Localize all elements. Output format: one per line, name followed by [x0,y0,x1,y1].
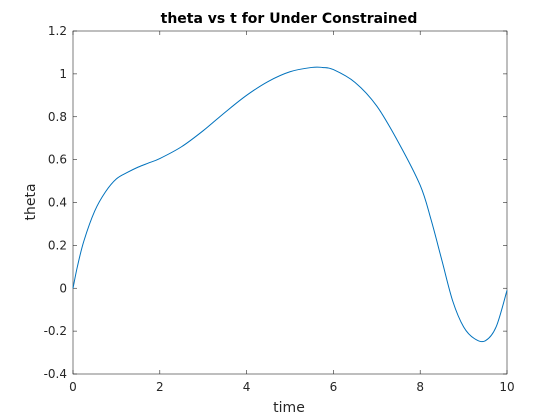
series-line-theta [72,66,508,343]
chart-title: theta vs t for Under Constrained [161,11,418,27]
y-tick-label: 1 [59,67,67,81]
x-tick-label: 10 [499,380,514,394]
y-tick-label: 0.2 [48,238,67,252]
x-tick-label: 0 [69,380,77,394]
x-tick-label: 8 [416,380,424,394]
x-tick-label: 4 [243,380,251,394]
x-tick-label: 2 [156,380,164,394]
x-axis-label: time [273,400,305,416]
y-tick-label: 0 [59,281,67,295]
y-tick-label: 0.8 [48,110,67,124]
y-axis-label: theta [23,183,39,220]
y-tick-label: -0.2 [44,324,67,338]
x-tick-label: 6 [330,380,338,394]
plot-area: 0 2 4 6 8 10 -0.4 -0.2 0 0.2 0.4 0.6 0.8 1 1.2 [44,24,515,394]
y-tick-label: 0.4 [48,196,67,210]
y-tick-label: 1.2 [48,24,67,38]
y-tick-label: 0.6 [48,153,67,167]
y-tick-label: -0.4 [44,367,67,381]
